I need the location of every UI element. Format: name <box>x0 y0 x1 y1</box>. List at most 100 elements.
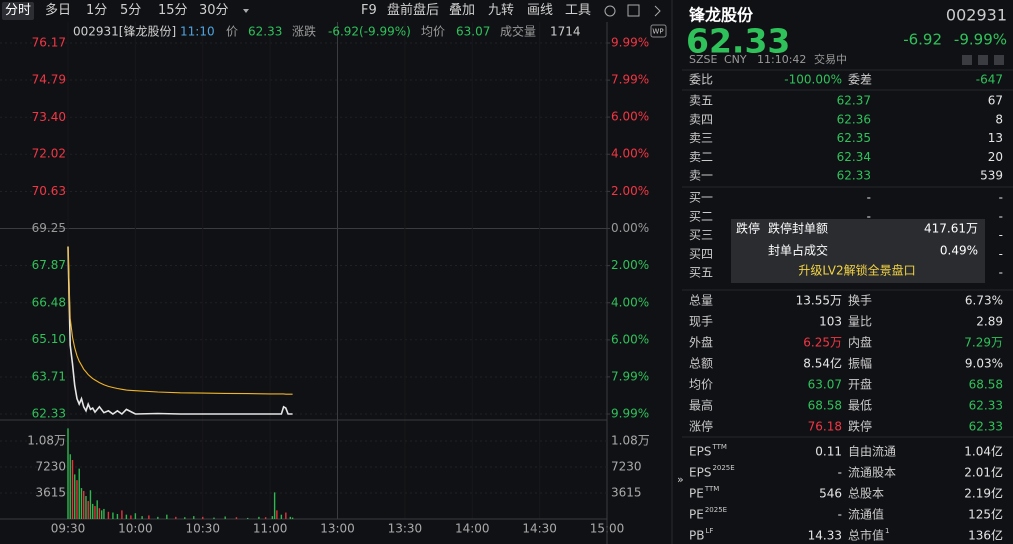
overlay-label: 跌停封单额 <box>768 221 828 236</box>
bid-label: 买二 <box>689 209 713 223</box>
y2-tick-label: 0.00% <box>611 221 649 235</box>
tool-button[interactable]: F9 <box>361 3 377 18</box>
fund-label-sup: TTM <box>711 443 726 451</box>
tool-button[interactable]: 画线 <box>527 3 554 18</box>
stat-value: 9.03% <box>965 357 1003 371</box>
overlay-label: 封单占成交 <box>768 243 828 258</box>
y-tick-label: 62.33 <box>32 407 66 421</box>
price-change: -6.92 <box>903 31 942 49</box>
fund-label: 总市值 <box>848 528 884 543</box>
fund-label-sup: 2025E <box>705 506 727 514</box>
volume-bar <box>76 480 78 519</box>
volume-bar <box>157 516 159 519</box>
stat-label: 量比 <box>848 315 872 329</box>
book-value: -100.00% <box>784 73 842 87</box>
fund-label: 总股本 <box>848 487 884 501</box>
alert-icon[interactable] <box>978 55 988 65</box>
settings-icon[interactable] <box>604 5 616 17</box>
volume-bar <box>285 512 287 519</box>
limit-tag: 跌停 <box>736 221 760 236</box>
x-tick-label: 13:30 <box>388 522 423 536</box>
volume-bar <box>78 468 80 519</box>
quote-meta: 11:10:42 <box>757 53 806 66</box>
y2-tick-label: 9.99% <box>611 36 649 50</box>
volume-bar <box>246 517 249 519</box>
wp-icon-text: WP <box>652 28 663 36</box>
info-text: 涨跌 <box>292 24 316 39</box>
fund-value: 2.01亿 <box>964 465 1003 480</box>
ask-label: 卖五 <box>689 94 713 108</box>
volume-bar <box>80 488 83 519</box>
stat-label: 跌停 <box>848 419 872 434</box>
bid-label: 买四 <box>689 247 713 261</box>
y-tick-label: 76.17 <box>32 36 66 50</box>
fund-label-sup: 1 <box>885 527 889 535</box>
bid-price: - <box>867 191 871 205</box>
period-tab[interactable]: 5分 <box>120 3 142 18</box>
period-tab[interactable]: 分时 <box>2 2 35 20</box>
fund-label-sup: LF <box>705 527 713 535</box>
volume-bar <box>96 500 98 519</box>
window-icon[interactable] <box>627 4 640 17</box>
volume-bar <box>193 516 195 519</box>
stat-label: 内盘 <box>848 335 872 350</box>
volume-bar <box>125 514 128 519</box>
wp-icon[interactable] <box>650 24 667 38</box>
period-tab[interactable]: 多日 <box>45 3 72 18</box>
info-text: 002931[锋龙股份] <box>73 25 176 39</box>
volume-bar <box>92 503 94 519</box>
fund-label: EPS <box>689 445 711 459</box>
tool-button[interactable]: 九转 <box>488 3 515 18</box>
ask-label: 卖一 <box>689 169 713 183</box>
stat-value: 13.55万 <box>796 294 842 308</box>
y2-tick-label: 7.99% <box>611 369 649 383</box>
y-tick-label: 67.87 <box>32 258 66 272</box>
info-text: 均价 <box>421 25 445 39</box>
y2-tick-label: 2.00% <box>611 184 649 198</box>
fund-value: 14.33 <box>808 529 842 543</box>
stat-value: 68.58 <box>808 399 842 413</box>
fund-label: PB <box>689 529 704 543</box>
stat-value: 7.29万 <box>964 336 1003 350</box>
fund-value: 546 <box>819 487 842 501</box>
bid-volume: - <box>999 266 1003 280</box>
tool-button[interactable]: 工具 <box>565 3 592 18</box>
volume-bar <box>116 513 119 519</box>
volume-bar <box>121 510 123 519</box>
fund-label: 自由流通 <box>848 445 896 459</box>
volume-bar <box>202 516 204 519</box>
ask-volume: 20 <box>988 150 1003 164</box>
vol-tick-label: 3615 <box>35 485 66 499</box>
stat-label: 涨停 <box>689 419 713 434</box>
info-text: 成交量 <box>500 24 536 39</box>
stat-value: 62.33 <box>969 399 1003 413</box>
next-icon[interactable] <box>654 5 661 17</box>
dropdown-icon[interactable] <box>243 9 249 13</box>
last-price: 62.33 <box>686 22 790 61</box>
edit-icon[interactable] <box>962 55 972 65</box>
collapse-icon[interactable]: » <box>677 473 684 486</box>
stat-label: 现手 <box>689 315 713 329</box>
tool-button[interactable]: 叠加 <box>449 3 476 18</box>
y2-tick-label: 6.00% <box>611 332 649 346</box>
volume-bar <box>130 515 132 519</box>
tool-button[interactable]: 盘前盘后 <box>387 3 440 18</box>
vol-tick-label-right: 3615 <box>611 485 642 499</box>
x-tick-label: 14:00 <box>455 522 490 536</box>
bid-price: - <box>867 209 871 223</box>
fund-value: 1.04亿 <box>964 444 1003 459</box>
volume-bar <box>289 516 292 519</box>
volume-bar <box>235 517 238 519</box>
info-text: 62.33 <box>248 25 282 39</box>
y-tick-label: 70.63 <box>32 184 66 198</box>
stat-label: 振幅 <box>848 356 872 371</box>
ask-volume: 8 <box>995 112 1003 126</box>
volume-bar <box>94 506 96 519</box>
stat-value: 6.73% <box>965 294 1003 308</box>
bid-volume: - <box>999 209 1003 223</box>
period-tab[interactable]: 30分 <box>199 3 229 18</box>
period-tab[interactable]: 1分 <box>86 3 108 18</box>
add-icon[interactable] <box>994 55 1004 65</box>
period-tab[interactable]: 15分 <box>158 3 188 18</box>
